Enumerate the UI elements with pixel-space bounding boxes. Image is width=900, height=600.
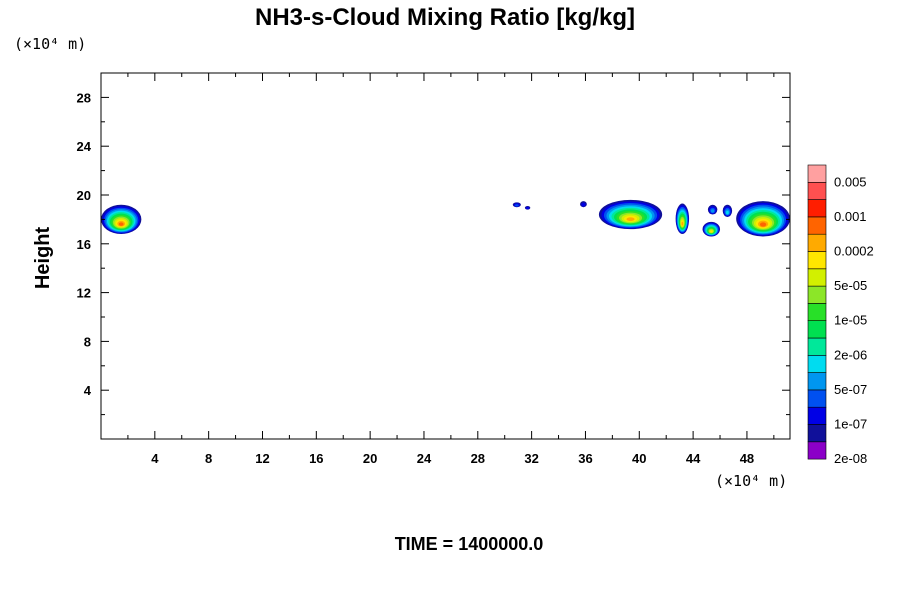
colorbar-label: 0.0002: [834, 244, 874, 259]
colorbar-label: 2e-06: [834, 347, 867, 362]
colorbar-swatch: [807, 372, 827, 391]
cloud-contour: [726, 210, 729, 215]
x-axis: 4 8 12 16 20 24 28 32 36 40 44 48: [127, 73, 775, 466]
x-unit-label: (×10⁴ m): [715, 472, 787, 490]
colorbar-swatch: [807, 164, 827, 183]
cloud-contour: [681, 221, 684, 226]
cloud-contour: [710, 230, 713, 233]
x-tick-label: 8: [205, 451, 212, 466]
colorbar-swatch: [807, 406, 827, 425]
colorbar-label: 5e-07: [834, 382, 867, 397]
y-tick-label: 8: [84, 334, 91, 349]
y-tick-label: 28: [77, 90, 91, 105]
colorbar-label: 0.001: [834, 209, 867, 224]
colorbar: 0.005 0.001 0.0002 5e-05 1e-05 2e-06 5e-07 1e-0…: [807, 164, 874, 466]
plot-frame: [100, 72, 791, 440]
colorbar-swatch: [807, 337, 827, 356]
x-tick-label: 48: [740, 451, 754, 466]
colorbar-label: 1e-07: [834, 417, 867, 432]
colorbar-swatch: [807, 389, 827, 408]
colorbar-swatch: [807, 216, 827, 235]
x-tick-label: 24: [417, 451, 432, 466]
cloud-contour: [118, 222, 124, 226]
y-axis-label: Height: [32, 227, 54, 290]
colorbar-swatch: [807, 199, 827, 218]
y-tick-label: 16: [77, 237, 91, 252]
colorbar-swatch: [807, 320, 827, 339]
y-unit-label: (×10⁴ m): [14, 35, 86, 53]
x-tick-label: 36: [578, 451, 592, 466]
colorbar-label: 5e-05: [834, 278, 867, 293]
x-tick-label: 44: [686, 451, 701, 466]
cloud-contour: [525, 207, 530, 210]
x-tick-label: 16: [309, 451, 323, 466]
y-tick-label: 24: [77, 139, 92, 154]
colorbar-swatch: [807, 268, 827, 287]
y-tick-label: 4: [84, 383, 92, 398]
colorbar-swatch: [807, 233, 827, 252]
colorbar-swatch: [807, 424, 827, 443]
colorbar-swatch: [807, 354, 827, 373]
cloud-contour: [515, 204, 519, 207]
y-tick-label: 20: [77, 188, 91, 203]
colorbar-swatch: [807, 251, 827, 270]
x-tick-label: 20: [363, 451, 377, 466]
chart-title: NH3-s-Cloud Mixing Ratio [kg/kg]: [255, 4, 635, 31]
x-tick-label: 28: [471, 451, 485, 466]
x-tick-label: 40: [632, 451, 646, 466]
x-tick-label: 4: [151, 451, 159, 466]
cloud-contour: [626, 217, 635, 222]
colorbar-swatch: [807, 303, 827, 321]
cloud-contour: [710, 209, 715, 213]
colorbar-swatch: [807, 182, 827, 200]
cloud-contour: [759, 222, 767, 227]
colorbar-label: 0.005: [834, 174, 867, 189]
x-tick-label: 12: [255, 451, 269, 466]
plot-area: [101, 73, 790, 439]
colorbar-label: 1e-05: [834, 313, 867, 328]
y-tick-label: 12: [77, 286, 91, 301]
x-tick-label: 32: [524, 451, 538, 466]
cloud-layer: [101, 199, 790, 237]
colorbar-label: 2e-08: [834, 451, 867, 466]
colorbar-swatch: [807, 441, 827, 460]
y-axis: 4 8 12 16 20 24 28: [77, 90, 790, 416]
colorbar-swatch: [807, 285, 827, 304]
cloud-contour: [581, 202, 586, 207]
time-label: TIME = 1400000.0: [395, 534, 544, 554]
